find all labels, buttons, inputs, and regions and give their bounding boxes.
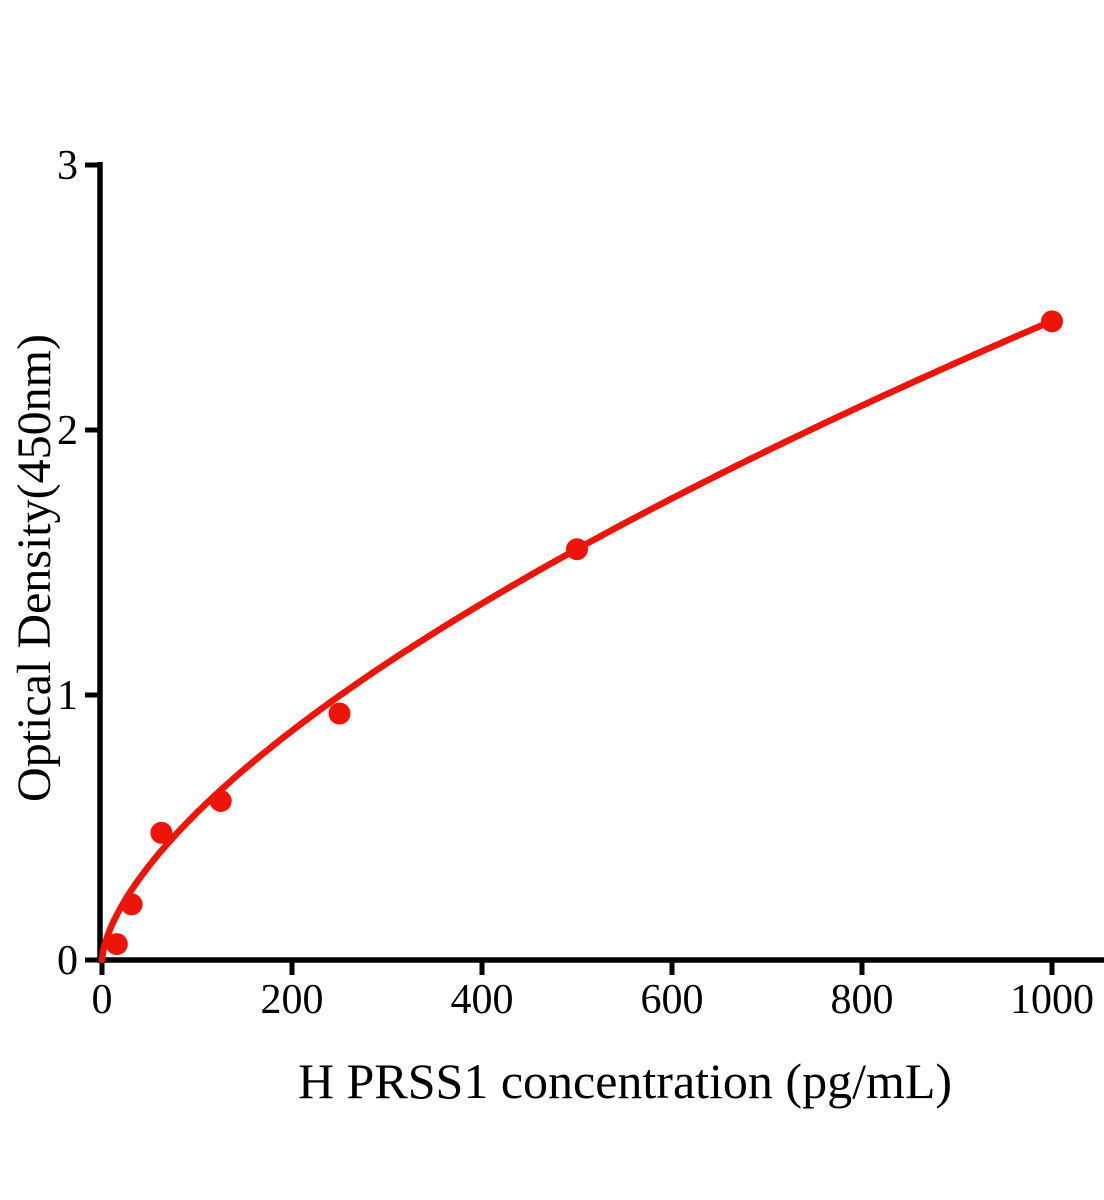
x-tick-label: 1000 — [1010, 977, 1094, 1023]
data-point — [566, 538, 588, 561]
data-point — [328, 702, 351, 725]
y-tick-label: 0 — [57, 938, 78, 984]
x-tick-label: 200 — [261, 977, 324, 1023]
y-tick-label: 1 — [57, 673, 78, 719]
y-tick-label: 2 — [57, 408, 78, 454]
data-point — [150, 821, 173, 844]
x-tick-label: 800 — [831, 977, 894, 1023]
y-axis-title: Optical Density(450nm) — [8, 334, 61, 802]
x-tick-label: 400 — [451, 977, 514, 1023]
data-point — [209, 790, 232, 812]
plot-area: 0 1 2 3 0 200 400 600 800 1000 — [57, 143, 1104, 1023]
y-tick-label: 3 — [57, 143, 78, 189]
data-point — [105, 933, 128, 956]
x-tick-label: 600 — [641, 977, 704, 1023]
data-point — [1041, 310, 1063, 333]
x-tick-label: 0 — [92, 977, 113, 1023]
x-axis-title: H PRSS1 concentration (pg/mL) — [298, 1053, 952, 1109]
data-point — [120, 893, 143, 916]
standard-curve-line — [98, 317, 1056, 964]
